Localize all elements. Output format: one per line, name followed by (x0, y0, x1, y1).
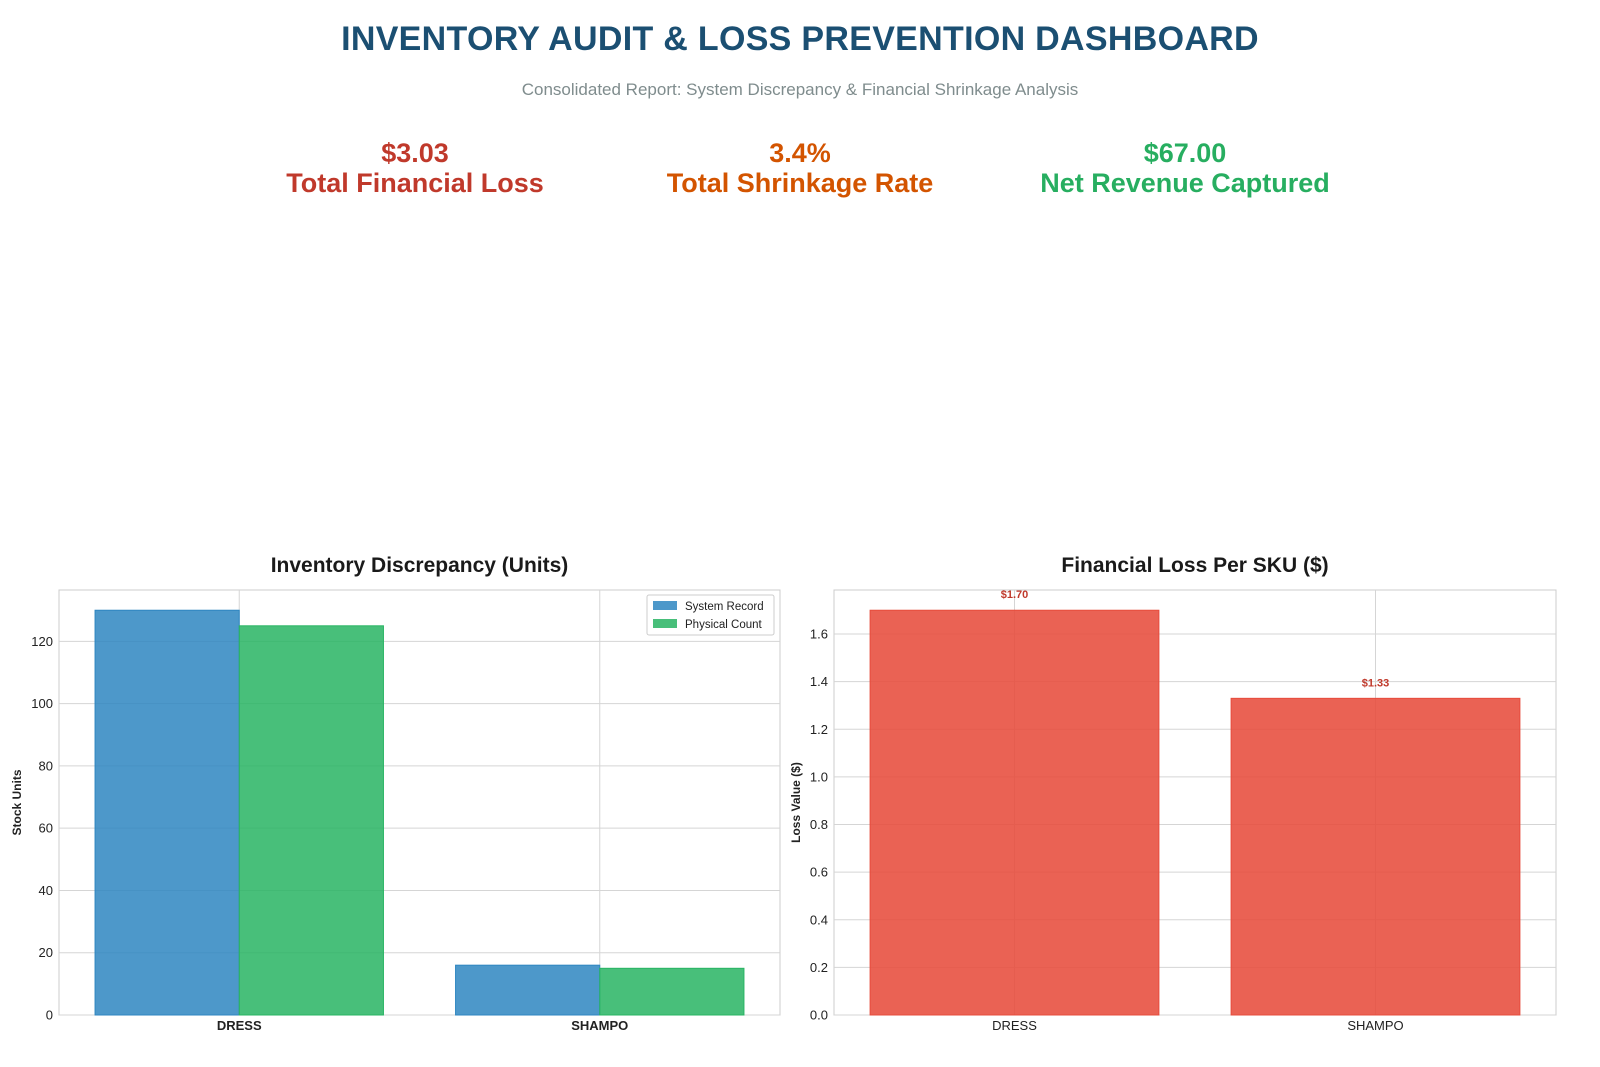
kpi-total-shrinkage-rate: 3.4% Total Shrinkage Rate (600, 138, 1000, 198)
legend-label: Physical Count (685, 619, 763, 631)
loss-data-label: $1.33 (1362, 677, 1390, 689)
bar-system-record-dress (94, 609, 240, 1016)
discrepancy-x-tick-label: SHAMPO (571, 1018, 628, 1033)
loss-y-tick-label: 0.2 (810, 960, 828, 975)
loss-y-tick-label: 0.8 (810, 817, 828, 832)
bar-system-record-shampo (455, 964, 601, 1016)
loss-y-axis-label: Loss Value ($) (789, 762, 803, 843)
loss-x-tick-label: SHAMPO (1347, 1018, 1403, 1033)
discrepancy-x-tick-label: DRESS (217, 1018, 262, 1033)
discrepancy-y-tick-label: 40 (39, 883, 53, 898)
kpi-value: $3.03 (381, 138, 449, 168)
bar-loss-dress (869, 609, 1160, 1016)
bar-loss-shampo (1230, 697, 1521, 1016)
legend-swatch-0 (653, 601, 677, 610)
discrepancy-y-tick-label: 120 (31, 634, 53, 649)
discrepancy-y-tick-label: 0 (46, 1008, 53, 1023)
discrepancy-y-tick-label: 100 (31, 696, 53, 711)
loss-y-tick-label: 1.4 (810, 674, 828, 689)
loss-y-tick-label: 1.0 (810, 769, 828, 784)
kpi-total-financial-loss: $3.03 Total Financial Loss (215, 138, 615, 198)
loss-y-tick-label: 1.6 (810, 627, 828, 642)
loss-chart-title: Financial Loss Per SKU ($) (1061, 554, 1328, 577)
legend-box (646, 594, 775, 636)
kpi-value: $67.00 (1143, 138, 1227, 168)
legend-swatch-1 (653, 619, 677, 628)
discrepancy-chart-title: Inventory Discrepancy (Units) (271, 554, 569, 577)
bar-physical-count-dress (238, 625, 384, 1016)
kpi-value: 3.4% (769, 138, 831, 168)
loss-y-tick-label: 0.4 (810, 912, 828, 927)
kpi-label: Total Shrinkage Rate (666, 168, 934, 198)
kpi-label: Net Revenue Captured (1040, 168, 1330, 198)
bar-physical-count-shampo (599, 967, 745, 1016)
legend-label: System Record (685, 601, 764, 613)
loss-y-tick-label: 1.2 (810, 722, 828, 737)
loss-data-label: $1.70 (1001, 589, 1029, 601)
discrepancy-y-tick-label: 80 (39, 758, 53, 773)
loss-y-tick-label: 0.0 (810, 1008, 828, 1023)
loss-y-tick-label: 0.6 (810, 865, 828, 880)
discrepancy-y-axis-label: Stock Units (10, 769, 24, 835)
discrepancy-y-tick-label: 60 (39, 821, 53, 836)
kpi-net-revenue-captured: $67.00 Net Revenue Captured (985, 138, 1385, 198)
page-title: INVENTORY AUDIT & LOSS PREVENTION DASHBO… (341, 20, 1259, 58)
loss-x-tick-label: DRESS (992, 1018, 1037, 1033)
page-subtitle: Consolidated Report: System Discrepancy … (521, 80, 1079, 99)
kpi-label: Total Financial Loss (286, 168, 544, 198)
discrepancy-y-tick-label: 20 (39, 945, 53, 960)
